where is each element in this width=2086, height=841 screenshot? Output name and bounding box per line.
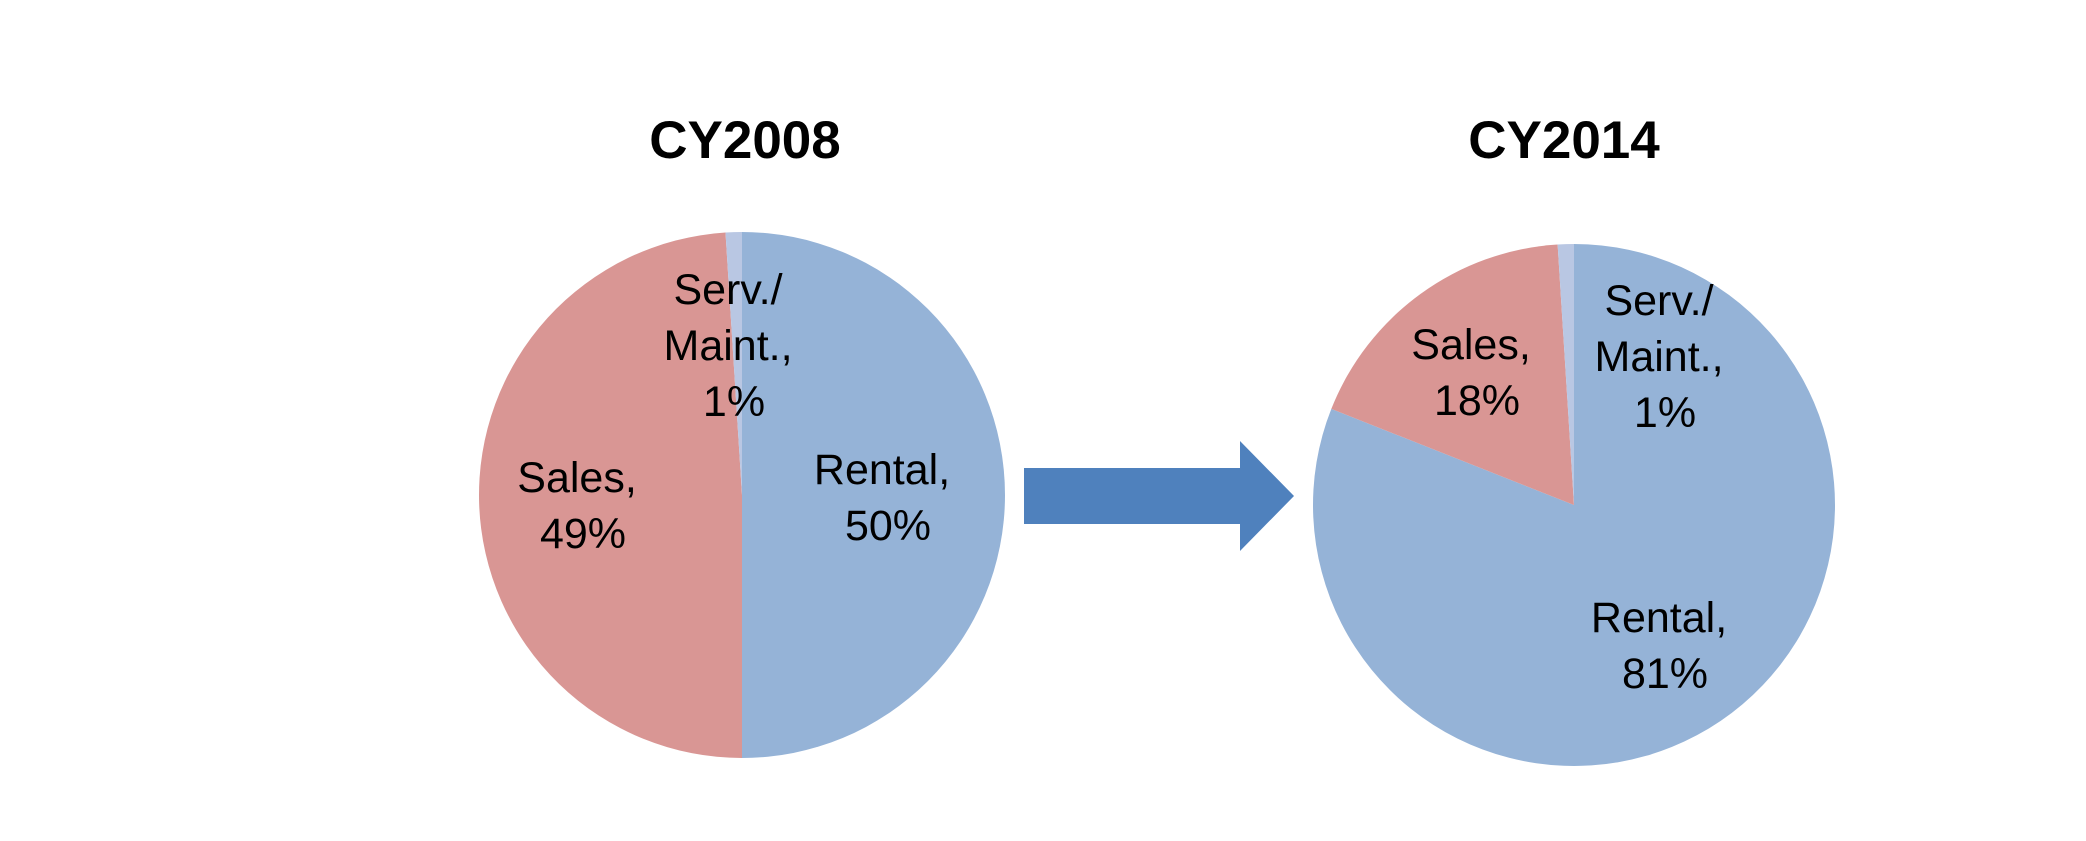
data-label-line: Sales, (1411, 321, 1542, 369)
data-label-line: Maint., (664, 322, 805, 370)
data-label-line: Serv./ (1604, 277, 1725, 325)
data-label: Rental, 81% (1591, 594, 1739, 698)
pie-slice (1331, 244, 1574, 506)
data-label-line: 81% (1622, 650, 1708, 698)
data-label-line: Rental, (814, 446, 962, 494)
chart-title: CY2008 (649, 111, 841, 170)
data-label-line: 1% (703, 378, 765, 426)
pie-slice (742, 232, 1005, 758)
data-label-line: 18% (1434, 377, 1520, 425)
data-label-line: 49% (540, 510, 626, 558)
pie-slice (1312, 244, 1835, 767)
pie-slice (479, 232, 742, 758)
data-label: Rental, 50% (814, 446, 962, 550)
data-label-line: 50% (845, 502, 931, 550)
data-label-line: Sales, (517, 454, 648, 502)
arrow (1024, 441, 1294, 551)
pie-slice (1557, 244, 1574, 505)
data-label-line: Serv./ (673, 266, 794, 314)
data-label-line: Rental, (1591, 594, 1739, 642)
data-label: Sales, 18% (1411, 321, 1542, 425)
data-label: Serv./ Maint., 1% (664, 266, 805, 426)
data-label-line: Maint., (1595, 333, 1736, 381)
data-label-line: 1% (1634, 389, 1696, 437)
data-label: Serv./ Maint., 1% (1595, 277, 1736, 437)
pie-slice (725, 232, 742, 495)
data-label: Sales, 49% (517, 454, 648, 558)
chart-title: CY2014 (1468, 111, 1660, 170)
